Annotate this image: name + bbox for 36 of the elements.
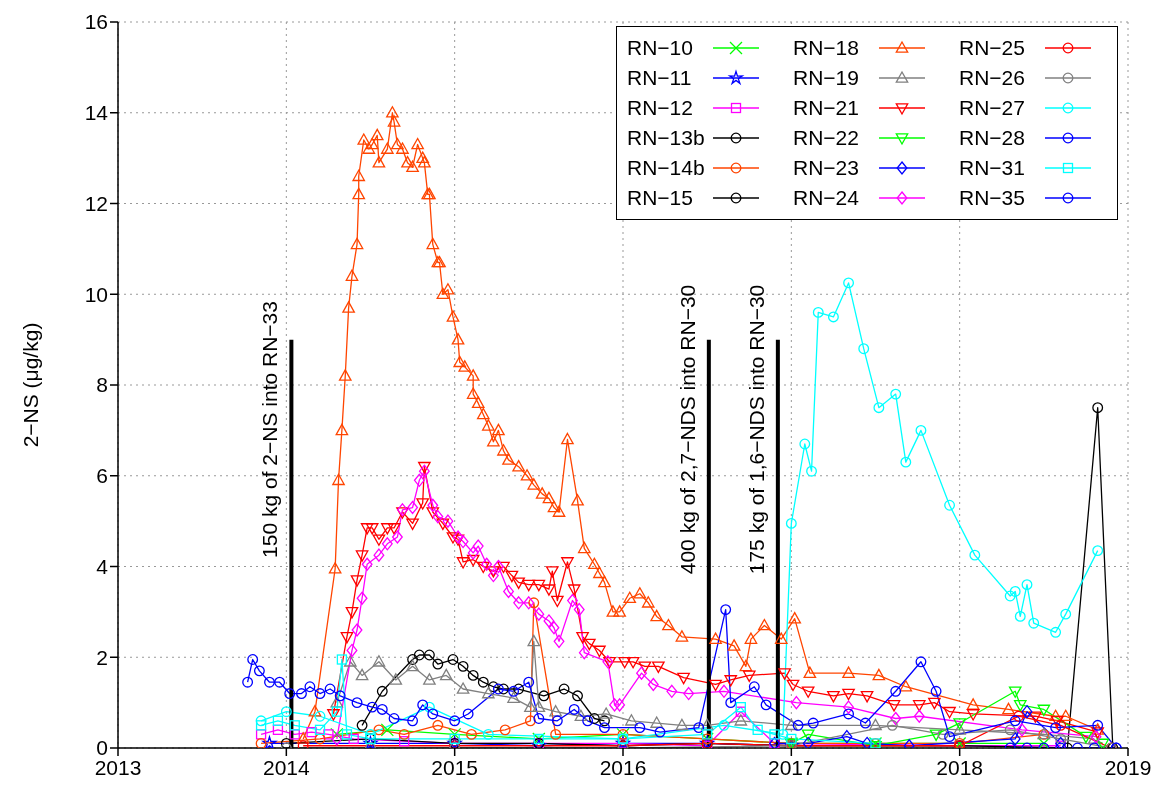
x-tick-label: 2019 [1104, 755, 1152, 779]
ref-line-label: 150 kg of 2−NS into RN−33 [258, 301, 282, 558]
legend-label: RN−13b [627, 126, 706, 150]
ref-line-label: 175 kg of 1,6−NDS into RN−30 [744, 284, 768, 575]
ref-line-label: 400 kg of 2,7−NDS into RN−30 [675, 284, 699, 575]
legend-label: RN−23 [793, 156, 860, 180]
legend-label: RN−35 [959, 186, 1026, 210]
y-tick-label: 8 [96, 373, 108, 397]
legend-label: RN−12 [627, 96, 694, 120]
y-tick-label: 16 [84, 10, 108, 34]
legend-label: RN−14b [627, 156, 706, 180]
y-tick-label: 2 [96, 645, 108, 669]
y-tick-label: 14 [84, 101, 109, 125]
x-tick-label: 2016 [599, 755, 647, 779]
legend-label: RN−25 [959, 36, 1026, 60]
legend-label: RN−27 [959, 96, 1026, 120]
x-tick-label: 2017 [767, 755, 815, 779]
y-tick-label: 4 [96, 554, 109, 578]
legend-label: RN−26 [959, 66, 1026, 90]
legend-label: RN−15 [627, 186, 694, 210]
legend-label: RN−10 [627, 36, 694, 60]
y-tick-label: 6 [96, 464, 108, 488]
legend-label: RN−21 [793, 96, 860, 120]
y-tick-label: 12 [84, 191, 108, 215]
legend-label: RN−11 [627, 66, 693, 90]
legend-label: RN−19 [793, 66, 860, 90]
y-tick-label: 10 [84, 282, 108, 306]
x-tick-label: 2018 [936, 755, 984, 779]
legend-label: RN−22 [793, 126, 860, 150]
legend-label: RN−28 [959, 126, 1026, 150]
y-axis-title: 2−NS (μg/kg) [19, 322, 43, 448]
legend-label: RN−24 [793, 186, 860, 210]
legend-label: RN−31 [959, 156, 1026, 180]
legend-label: RN−18 [793, 36, 860, 60]
x-tick-label: 2014 [262, 755, 311, 779]
x-tick-label: 2015 [431, 755, 479, 779]
